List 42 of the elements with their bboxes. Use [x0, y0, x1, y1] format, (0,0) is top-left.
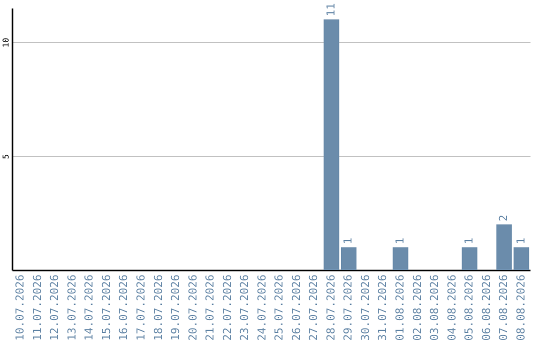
x-tick-label: 16.07.2026 [117, 274, 130, 340]
bar [392, 247, 408, 270]
x-tick-label: 27.07.2026 [307, 274, 320, 340]
bar [324, 19, 340, 270]
x-tick-label: 12.07.2026 [48, 274, 62, 340]
data-label: 1 [462, 238, 476, 244]
x-tick-label: 21.07.2026 [204, 274, 217, 340]
x-tick-label: 18.07.2026 [152, 274, 165, 340]
x-tick-label: 14.07.2026 [82, 274, 96, 340]
bar [462, 247, 478, 270]
x-tick-label: 05.08.2026 [462, 274, 476, 340]
x-tick-label: 11.07.2026 [30, 274, 44, 340]
data-label: 1 [394, 238, 406, 244]
x-tick-label: 08.08.2026 [514, 274, 528, 340]
x-tick-label: 28.07.2026 [324, 274, 338, 340]
bar [340, 247, 356, 270]
x-tick-label: 31.07.2026 [376, 274, 390, 340]
x-tick-label: 25.07.2026 [272, 274, 286, 340]
x-tick-label: 13.07.2026 [65, 274, 78, 340]
x-tick-label: 10.07.2026 [14, 274, 27, 340]
x-tick-label: 30.07.2026 [358, 274, 372, 340]
y-tick-label: 10 [2, 38, 10, 48]
x-tick-label: 24.07.2026 [255, 274, 268, 340]
x-tick-label: 17.07.2026 [134, 274, 148, 340]
y-tick-label: 5 [2, 154, 10, 159]
x-tick-label: 01.08.2026 [394, 274, 406, 340]
x-tick-label: 29.07.2026 [342, 274, 355, 340]
x-tick-label: 19.07.2026 [169, 274, 182, 340]
x-tick-label: 15.07.2026 [100, 274, 113, 340]
x-tick-label: 04.08.2026 [445, 274, 458, 340]
data-label: 1 [342, 238, 355, 244]
x-tick-label: 23.07.2026 [238, 274, 252, 340]
data-label: 1 [514, 238, 528, 244]
x-tick-label: 02.08.2026 [410, 274, 424, 340]
x-tick-label: 26.07.2026 [290, 274, 303, 340]
data-label: 11 [324, 3, 338, 16]
x-tick-label: 22.07.2026 [220, 274, 234, 340]
data-label: 2 [497, 214, 510, 222]
x-tick-label: 20.07.2026 [186, 274, 200, 340]
x-tick-label: 07.08.2026 [497, 274, 510, 340]
x-tick-label: 03.08.2026 [428, 274, 442, 340]
x-tick-label: 06.08.2026 [480, 274, 493, 340]
